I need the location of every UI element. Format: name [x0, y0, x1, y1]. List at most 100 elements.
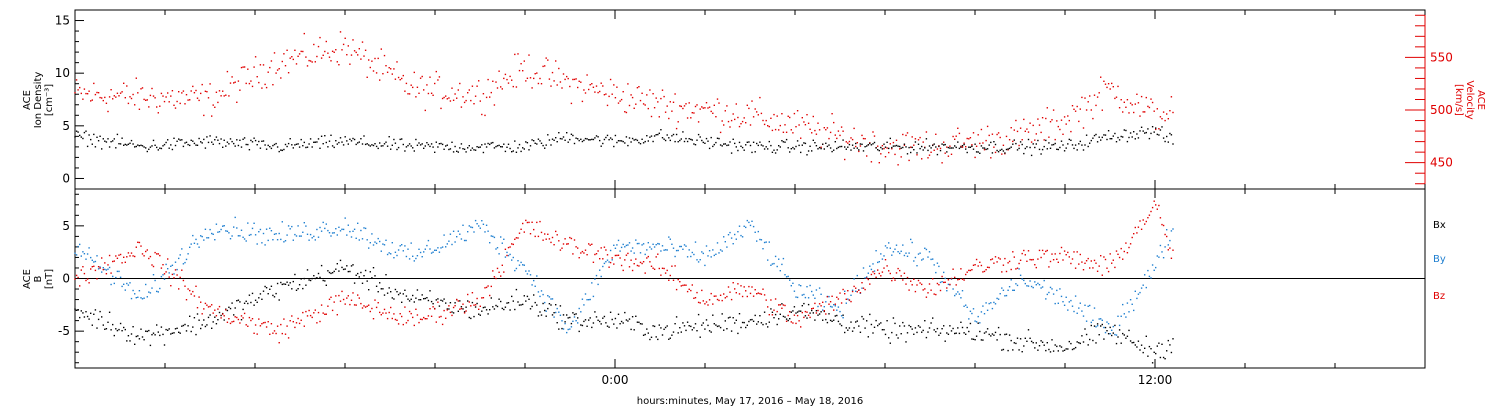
- by-point: [90, 256, 92, 259]
- bx-point: [1004, 333, 1006, 336]
- by-point: [173, 273, 175, 275]
- bz-point: [116, 257, 119, 259]
- by-point: [581, 298, 584, 300]
- by-point: [262, 232, 265, 235]
- bz-point: [160, 267, 163, 269]
- velocity-point: [850, 137, 852, 139]
- by-point: [314, 239, 316, 241]
- bz-point: [779, 304, 781, 306]
- density-point: [697, 133, 700, 136]
- bz-point: [972, 264, 975, 266]
- bz-point: [724, 297, 726, 299]
- by-point: [215, 223, 218, 225]
- by-point: [1032, 286, 1034, 289]
- density-point: [763, 148, 766, 150]
- by-point: [459, 233, 461, 235]
- bx-point: [1115, 342, 1118, 345]
- bz-point: [1096, 270, 1099, 272]
- velocity-point: [493, 104, 496, 106]
- bx-point: [96, 327, 98, 329]
- velocity-point: [999, 136, 1001, 139]
- by-point: [889, 247, 891, 249]
- density-point: [699, 136, 701, 138]
- density-point: [399, 138, 401, 141]
- density-point: [1056, 148, 1058, 150]
- bx-point: [715, 324, 717, 326]
- by-point: [1172, 228, 1174, 230]
- density-point: [661, 137, 664, 139]
- velocity-point: [1082, 127, 1085, 129]
- by-point: [1148, 275, 1151, 278]
- bz-point: [473, 304, 475, 306]
- density-point: [919, 147, 921, 150]
- by-point: [401, 244, 403, 246]
- bx-point: [396, 291, 398, 293]
- density-point: [710, 136, 712, 139]
- bz-point: [353, 304, 356, 306]
- bx-point: [726, 328, 728, 330]
- bx-point: [853, 327, 855, 329]
- bx-point: [437, 298, 439, 300]
- bx-point: [250, 301, 252, 304]
- bz-point: [1090, 260, 1092, 262]
- bx-point: [515, 288, 518, 291]
- bz-point: [1150, 210, 1152, 213]
- velocity-point: [771, 129, 774, 132]
- bz-point: [179, 276, 181, 279]
- velocity-point: [619, 100, 621, 102]
- density-point: [489, 143, 491, 146]
- density-point: [938, 145, 940, 148]
- bz-point: [126, 256, 128, 258]
- bz-point: [123, 256, 125, 258]
- density-point: [352, 137, 354, 140]
- velocity-point: [179, 102, 181, 105]
- by-point: [639, 252, 642, 254]
- by-point: [515, 267, 518, 270]
- bx-point: [374, 275, 376, 277]
- density-point: [454, 145, 456, 148]
- bx-point: [445, 302, 447, 304]
- velocity-point: [328, 56, 331, 58]
- velocity-point: [935, 133, 937, 135]
- velocity-point: [762, 119, 764, 122]
- bx-point: [965, 333, 967, 335]
- by-point: [1007, 289, 1009, 291]
- density-point: [630, 141, 632, 143]
- velocity-point: [1001, 153, 1003, 155]
- density-point: [170, 144, 172, 146]
- bx-point: [556, 322, 558, 324]
- velocity-point: [437, 79, 439, 81]
- bx-point: [151, 334, 153, 336]
- bx-point: [793, 306, 796, 308]
- bx-point: [108, 311, 111, 313]
- by-point: [79, 243, 81, 246]
- bz-point: [1156, 208, 1158, 210]
- bx-point: [1133, 341, 1135, 344]
- by-point: [1045, 298, 1047, 300]
- by-point: [804, 296, 807, 299]
- velocity-point: [599, 90, 601, 93]
- bz-point: [820, 305, 822, 307]
- by-point: [588, 299, 590, 301]
- velocity-point: [663, 95, 665, 98]
- bz-point: [592, 261, 595, 263]
- bz-point: [112, 260, 114, 263]
- bz-point: [627, 252, 629, 255]
- bz-point: [379, 311, 381, 314]
- bz-point: [701, 289, 703, 292]
- by-point: [1145, 286, 1147, 289]
- bz-point: [639, 261, 642, 264]
- by-point: [261, 242, 263, 244]
- by-point: [265, 228, 268, 230]
- bz-point: [625, 254, 628, 256]
- by-point: [664, 249, 667, 251]
- bx-point: [79, 316, 81, 319]
- by-point: [284, 240, 287, 242]
- bx-point: [803, 302, 805, 305]
- by-point: [452, 230, 455, 232]
- density-point: [925, 138, 928, 140]
- velocity-point: [939, 147, 942, 150]
- bx-point: [126, 340, 128, 342]
- by-point: [1041, 286, 1044, 288]
- by-point: [675, 249, 678, 252]
